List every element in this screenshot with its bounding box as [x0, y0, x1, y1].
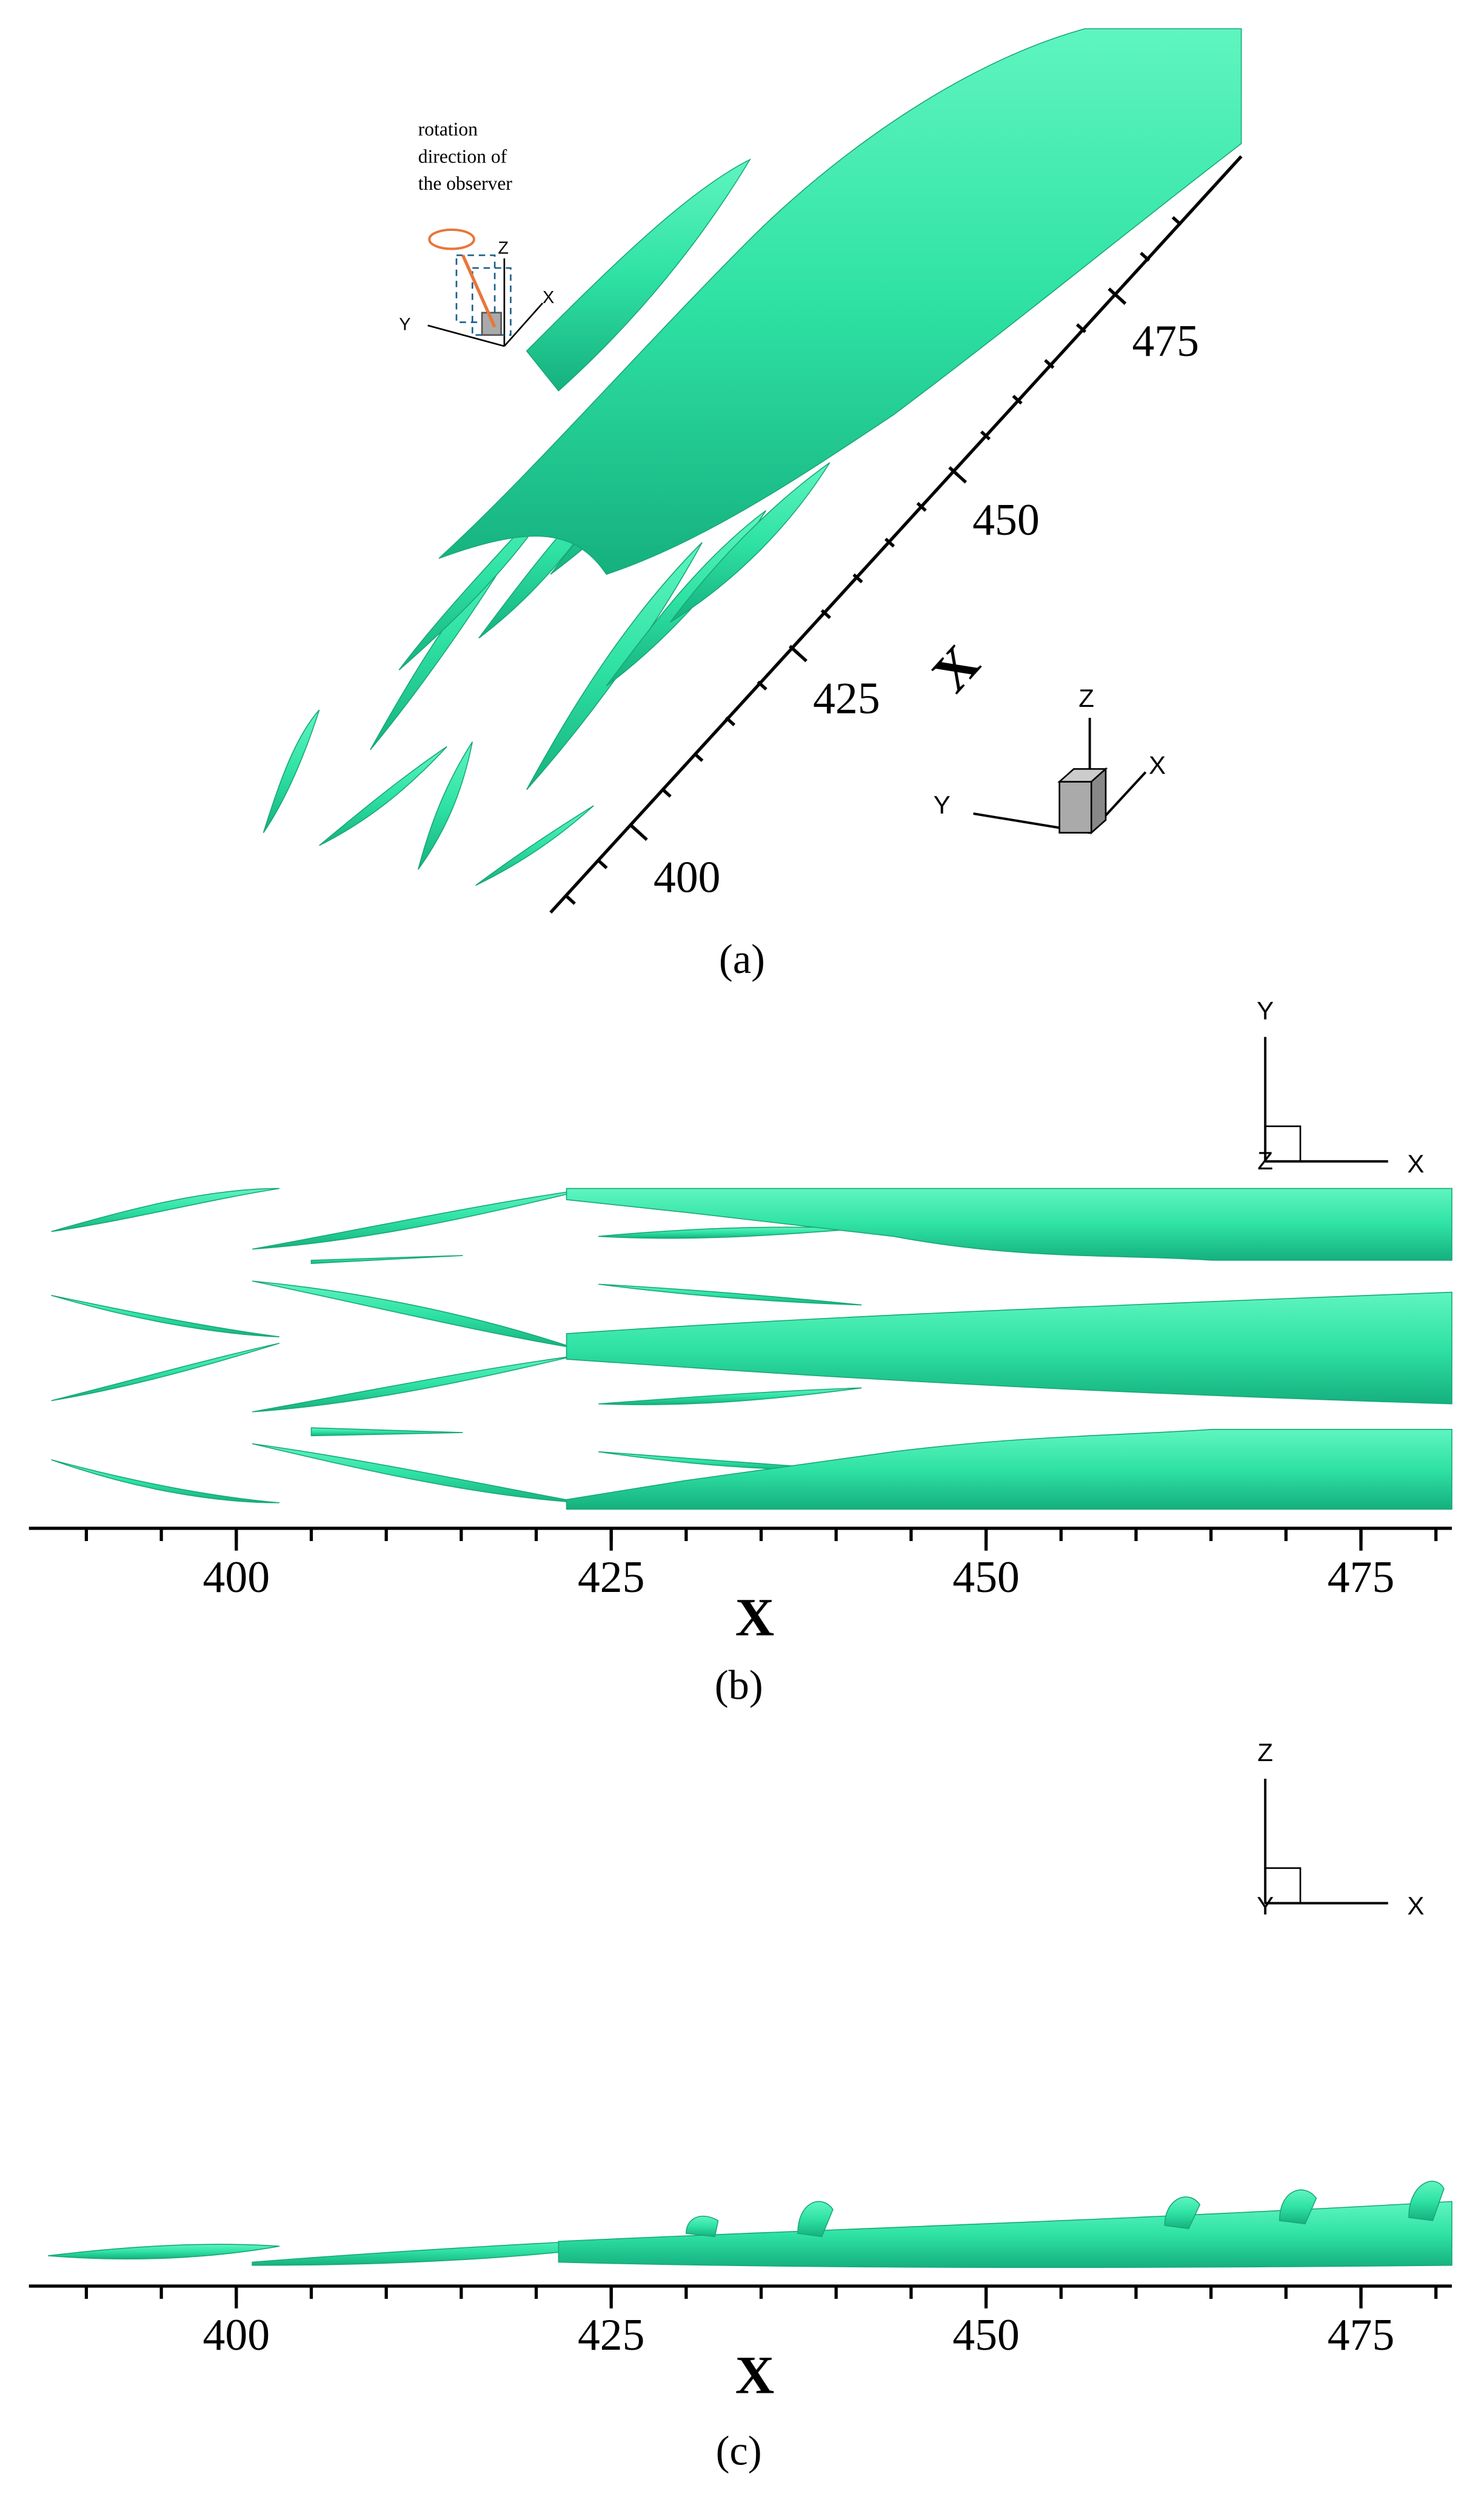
minor-tick	[565, 895, 576, 905]
triad-label: Z	[1078, 684, 1094, 712]
tick-label: 450	[972, 495, 1040, 544]
tick-label: 425	[578, 2310, 645, 2359]
tick-label: 425	[578, 1552, 645, 1602]
axis-label: X	[735, 2345, 775, 2405]
annotation: the observer	[418, 173, 513, 194]
minor-tick	[724, 716, 736, 726]
axis-line	[549, 155, 1243, 914]
minor-tick	[757, 680, 767, 691]
triad-b	[1264, 1037, 1388, 1163]
minor-tick	[1140, 252, 1151, 262]
minor-tick	[948, 466, 959, 476]
minor-tick	[597, 859, 608, 869]
minor-tick	[1108, 287, 1118, 298]
annotation: rotation	[418, 119, 478, 140]
axis-label: X	[920, 634, 991, 703]
tick-label: 475	[1328, 2310, 1395, 2359]
tick-label: 400	[203, 1552, 270, 1602]
minor-tick	[1075, 323, 1087, 333]
caption: (c)	[716, 2428, 762, 2474]
minor-tick	[1171, 216, 1182, 226]
tick-label: 400	[203, 2310, 270, 2359]
minor-tick	[916, 502, 927, 512]
caption: (a)	[719, 936, 765, 982]
triad-label: Y	[1257, 1891, 1274, 1920]
triad-label: Z	[1257, 1738, 1273, 1767]
triad-label: Z	[1257, 1146, 1273, 1175]
tick-label: 450	[952, 2310, 1020, 2359]
caption: (b)	[715, 1662, 763, 1708]
tick-label: 425	[813, 674, 880, 723]
minor-tick	[1044, 359, 1055, 369]
inset-triad-a	[427, 228, 544, 347]
tick-label: 400	[653, 852, 721, 901]
triad-label: Y	[934, 791, 951, 819]
tick-label: 475	[1132, 316, 1199, 366]
minor-tick	[820, 609, 831, 620]
minor-tick	[661, 787, 672, 798]
triad-label: Y	[399, 315, 410, 335]
vortex-structures-c	[48, 2181, 1452, 2268]
triad-label: X	[1149, 751, 1166, 779]
minor-tick	[693, 752, 704, 762]
tick-label: 475	[1328, 1552, 1395, 1602]
triad-a	[973, 718, 1147, 835]
minor-tick	[1012, 395, 1023, 405]
minor-tick	[789, 644, 800, 655]
triad-label: X	[543, 288, 554, 307]
minor-tick	[852, 573, 863, 584]
vortex-structures-b	[51, 1188, 1452, 1510]
tick-label: 450	[952, 1552, 1020, 1602]
minor-tick	[884, 537, 895, 548]
triad-label: X	[1407, 1891, 1424, 1920]
triad-label: Z	[498, 238, 509, 258]
minor-tick	[629, 823, 640, 834]
triad-label: Y	[1257, 997, 1274, 1025]
minor-tick	[980, 430, 991, 441]
axis-label: X	[735, 1587, 775, 1647]
vortex-structures-a	[262, 28, 1242, 886]
annotation: direction of	[418, 145, 507, 167]
triad-c	[1264, 1779, 1388, 1905]
triad-label: X	[1407, 1149, 1424, 1178]
